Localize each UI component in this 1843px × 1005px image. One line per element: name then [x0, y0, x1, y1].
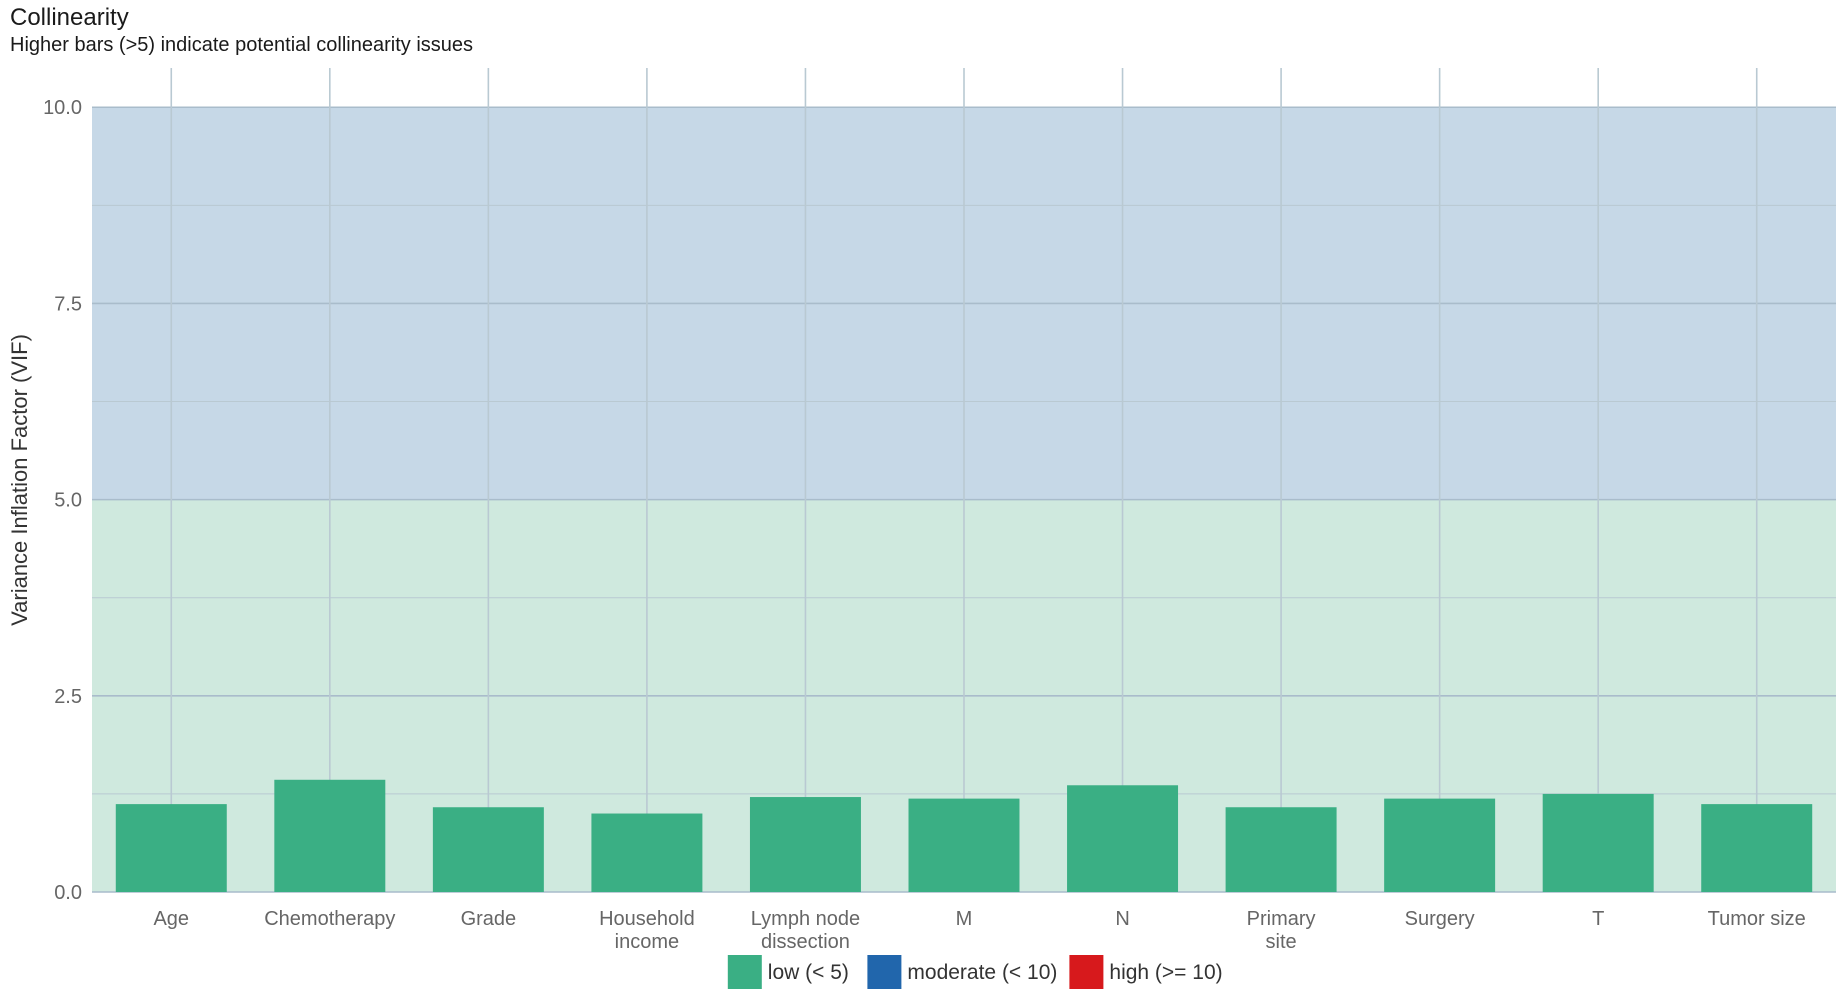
bar-surgery: [1384, 798, 1496, 892]
y-tick-label: 5.0: [54, 490, 82, 512]
x-tick-label: Chemotherapy: [264, 908, 395, 930]
x-tick-label: Tumor size: [1708, 908, 1806, 930]
x-tick-label: Grade: [461, 908, 517, 930]
y-tick-label: 10.0: [43, 97, 82, 119]
bar-m: [908, 798, 1020, 892]
bar-n: [1067, 785, 1179, 892]
x-tick-label: Household income: [599, 908, 695, 953]
bar-tumor-size: [1701, 804, 1813, 892]
chart-title: Collinearity: [10, 4, 129, 31]
x-tick-label: Surgery: [1405, 908, 1475, 930]
bar-grade: [432, 807, 544, 892]
bar-lymph-node-dissection: [749, 797, 861, 892]
bar-t: [1542, 793, 1654, 892]
x-tick-label: N: [1115, 908, 1129, 930]
legend-label-1: moderate (< 10): [907, 961, 1057, 984]
x-tick-label: T: [1592, 908, 1604, 930]
legend-swatch-2: [1069, 955, 1104, 989]
bar-age: [115, 804, 227, 892]
y-tick-label: 2.5: [54, 686, 82, 708]
y-tick-label: 7.5: [54, 293, 82, 315]
x-tick-label: Primary site: [1247, 908, 1316, 953]
legend-swatch-1: [867, 955, 902, 989]
legend-swatch-0: [727, 955, 762, 989]
chart-subtitle: Higher bars (>5) indicate potential coll…: [10, 34, 474, 56]
x-tick-label: M: [956, 908, 973, 930]
bar-household-income: [591, 813, 703, 892]
x-tick-label: Age: [153, 908, 189, 930]
y-axis-label: Variance Inflation Factor (VIF): [7, 334, 32, 626]
bar-chemotherapy: [274, 779, 386, 892]
x-tick-label: Lymph node dissection: [751, 908, 860, 953]
legend-label-0: low (< 5): [768, 961, 849, 984]
bar-primary-site: [1225, 807, 1337, 892]
legend-label-2: high (>= 10): [1109, 961, 1222, 984]
y-tick-label: 0.0: [54, 882, 82, 904]
